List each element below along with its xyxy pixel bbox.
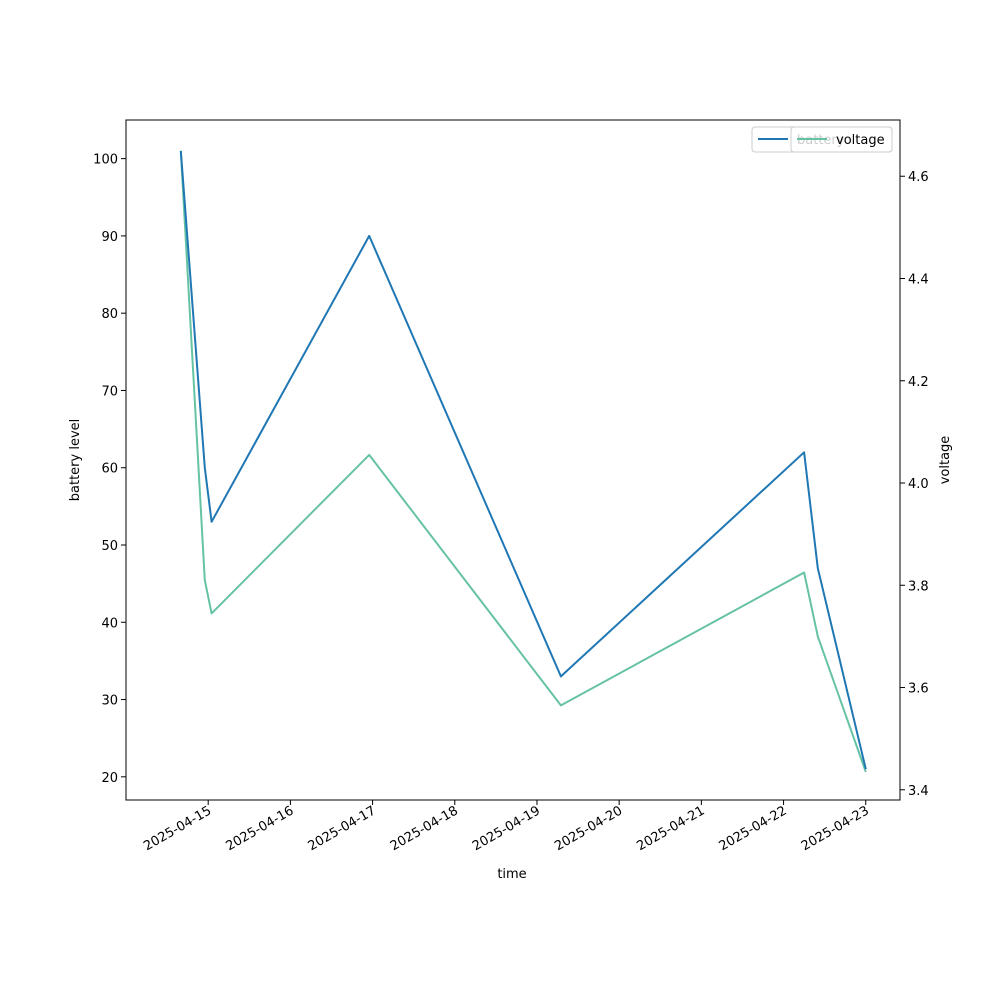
y-right-tick-label: 4.6 [908, 170, 929, 185]
plot-area [126, 120, 900, 800]
plot-frame [125, 119, 901, 801]
y-left-tick-label: 70 [101, 384, 118, 399]
x-tick-label: 2025-04-17 [306, 803, 379, 854]
legend-label-voltage: voltage [836, 133, 885, 148]
x-tick-label: 2025-04-15 [141, 803, 214, 854]
y-right-tick-label: 3.6 [908, 682, 929, 697]
x-tick-label: 2025-04-20 [552, 803, 625, 854]
series-line-voltage [179, 150, 867, 773]
x-tick-label: 2025-04-23 [799, 803, 872, 854]
y-left-tick-label: 80 [101, 307, 118, 322]
y-left-tick-label: 100 [93, 153, 118, 168]
y-left-tick-label: 20 [101, 771, 118, 786]
x-tick-label: 2025-04-19 [470, 803, 543, 854]
y-left-tick-label: 90 [101, 230, 118, 245]
y-left-tick-label: 60 [101, 462, 118, 477]
y-right-tick-label: 3.8 [908, 579, 929, 594]
x-tick-label: 2025-04-16 [223, 803, 296, 854]
series-line-battery [179, 150, 867, 770]
y-right-tick-label: 4.2 [908, 375, 929, 390]
x-tick-label: 2025-04-18 [388, 803, 461, 854]
x-tick-label: 2025-04-21 [634, 803, 707, 854]
x-axis-label: time [497, 867, 526, 882]
y-left-tick-label: 50 [101, 539, 118, 554]
y-right-axis-label: voltage [938, 436, 953, 485]
x-tick-label: 2025-04-22 [717, 803, 790, 854]
y-left-tick-label: 30 [101, 694, 118, 709]
y-right-tick-label: 3.4 [908, 784, 929, 799]
legend: battery voltage [751, 126, 893, 153]
y-left-axis-label: battery level [68, 419, 83, 502]
y-right-tick-label: 4.0 [908, 477, 929, 492]
y-right-tick-label: 4.4 [908, 272, 929, 287]
y-left-tick-label: 40 [101, 616, 118, 631]
legend-frame-voltage [790, 126, 893, 153]
